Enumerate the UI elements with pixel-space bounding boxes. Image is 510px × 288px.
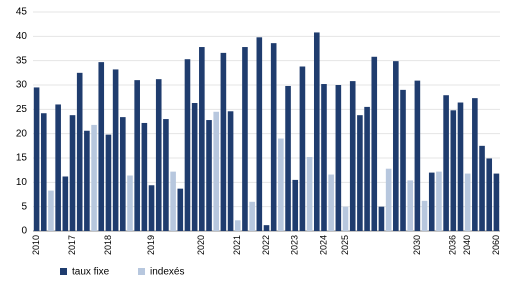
y-tick-label: 0 — [21, 226, 27, 237]
y-tick-label: 35 — [16, 55, 28, 66]
bar — [292, 179, 299, 231]
x-tick-label: 2030 — [412, 235, 422, 255]
bar — [199, 47, 205, 231]
x-tick-label: 2021 — [232, 235, 242, 255]
bar — [450, 110, 457, 231]
y-tick-label: 5 — [21, 201, 27, 212]
y-tick-label: 15 — [16, 153, 28, 164]
y-tick-label: 45 — [16, 7, 28, 18]
bar — [134, 80, 140, 231]
bar — [306, 157, 313, 231]
x-tick-label: 2025 — [340, 235, 350, 255]
bar — [349, 81, 356, 232]
bar — [69, 115, 76, 231]
bar — [457, 102, 464, 232]
bar — [256, 37, 263, 231]
y-tick-label: 40 — [16, 31, 28, 42]
bar — [385, 168, 392, 231]
bar — [321, 84, 327, 231]
x-tick-label: 2010 — [31, 235, 41, 255]
y-tick-label: 30 — [16, 80, 28, 91]
bar — [40, 113, 47, 231]
bar — [191, 103, 198, 231]
bar — [364, 106, 370, 231]
y-tick-label: 20 — [16, 128, 28, 139]
bar — [371, 56, 378, 232]
bar — [62, 176, 69, 231]
bar — [76, 72, 83, 231]
bar — [98, 62, 105, 232]
x-tick-label: 2019 — [146, 235, 156, 255]
x-tick-label: 2022 — [261, 235, 271, 255]
bar — [170, 171, 176, 231]
bar — [443, 95, 449, 231]
bar — [479, 145, 485, 231]
bar — [242, 47, 248, 231]
y-tick-label: 25 — [16, 104, 28, 115]
bar — [472, 98, 478, 231]
bar — [141, 122, 148, 231]
bar — [120, 117, 126, 231]
bar — [55, 104, 61, 231]
bar — [249, 201, 255, 231]
bar — [400, 89, 406, 231]
bar — [421, 200, 428, 231]
legend-swatch — [60, 268, 67, 275]
x-tick-label: 2017 — [67, 235, 77, 255]
legend-label: indexés — [150, 267, 184, 278]
bar — [48, 190, 54, 231]
bar — [436, 171, 442, 231]
bar — [263, 225, 270, 231]
x-tick-label: 2020 — [196, 235, 206, 255]
x-tick-label: 2018 — [103, 235, 113, 255]
bar — [393, 61, 399, 231]
bar — [486, 158, 493, 231]
bar — [299, 66, 306, 231]
bar — [220, 52, 227, 231]
x-tick-label: 2023 — [290, 235, 300, 255]
bar — [33, 87, 40, 231]
x-tick-label: 2024 — [318, 235, 328, 255]
bar — [407, 180, 413, 231]
bar — [270, 43, 277, 231]
legend-label: taux fixe — [72, 267, 110, 278]
bar — [493, 173, 500, 231]
bar — [414, 80, 421, 232]
bar — [155, 79, 162, 231]
bar — [313, 32, 320, 231]
bar — [278, 138, 284, 231]
x-tick-label: 2060 — [491, 235, 501, 255]
bar — [234, 220, 241, 231]
bar — [428, 172, 435, 231]
bar — [112, 69, 119, 231]
bar — [91, 124, 97, 231]
bar — [464, 173, 471, 231]
bar — [177, 188, 184, 231]
x-tick-label: 2040 — [462, 235, 472, 255]
bar — [378, 206, 385, 231]
bar — [84, 130, 90, 231]
bar — [206, 120, 212, 231]
bar — [127, 175, 133, 231]
bar — [213, 111, 220, 231]
y-tick-label: 10 — [16, 177, 28, 188]
bar — [328, 174, 334, 231]
x-tick-label: 2036 — [448, 235, 458, 255]
bar — [335, 85, 342, 231]
bar — [357, 115, 363, 231]
bar — [105, 134, 112, 231]
legend-swatch — [138, 268, 145, 275]
bar — [285, 85, 291, 232]
bar — [342, 206, 349, 231]
bar — [227, 111, 234, 231]
bar — [184, 59, 191, 231]
bar — [148, 185, 155, 231]
bar — [163, 119, 169, 231]
